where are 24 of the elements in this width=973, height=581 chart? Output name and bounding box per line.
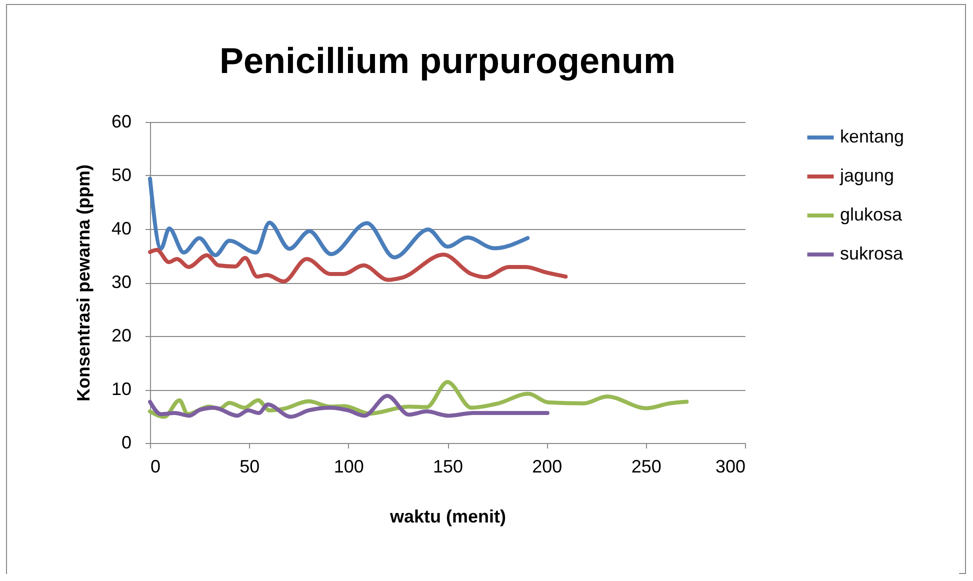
x-tick-label: 50 — [240, 456, 260, 476]
x-tick-label: 100 — [334, 456, 364, 476]
x-tick-label: 250 — [631, 456, 662, 476]
x-tick-label: 150 — [432, 456, 464, 476]
line-series — [148, 394, 550, 419]
y-tick-label: 10 — [111, 379, 132, 399]
x-tick-label: 300 — [715, 456, 746, 476]
y-tick-label: 60 — [111, 112, 132, 132]
line-series — [148, 248, 568, 284]
y-tick-label: 0 — [121, 432, 132, 452]
legend-label: kentang — [840, 126, 904, 146]
y-axis-title: Konsentrasi pewarna (ppm) — [73, 164, 94, 402]
y-tick-label: 50 — [111, 165, 132, 185]
y-tick-label: 40 — [111, 218, 132, 238]
line-series — [148, 176, 530, 260]
x-axis-title: waktu (menit) — [388, 506, 506, 526]
x-tick-label: 200 — [532, 456, 562, 476]
y-tick-label: 30 — [111, 272, 132, 292]
legend-label: sukrosa — [840, 244, 904, 264]
y-tick-label: 20 — [111, 326, 132, 346]
legend-label: jagung — [839, 166, 894, 186]
chart-title: Penicillium purpurogenum — [219, 40, 676, 81]
x-tick-label: 0 — [150, 456, 161, 476]
legend-label: glukosa — [840, 204, 904, 224]
